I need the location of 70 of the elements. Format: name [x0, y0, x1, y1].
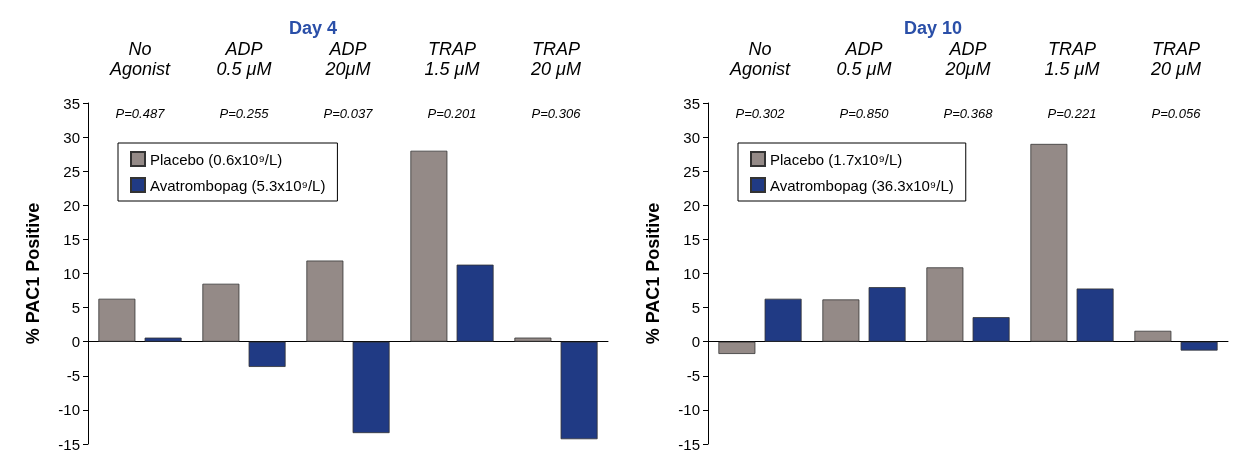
- y-tick-label: -10: [678, 401, 700, 419]
- annotation: P=0.487: [115, 106, 166, 121]
- legend-label: Placebo (0.6x10⁹/L): [150, 150, 283, 168]
- x-tick-label: TRAP 20 μM: [1150, 39, 1201, 79]
- bar: [868, 287, 906, 342]
- bar: [410, 150, 448, 342]
- x-tick-label: ADP 0.5 μM: [836, 39, 892, 79]
- bar: [764, 298, 802, 342]
- y-tick-label: 5: [71, 299, 80, 317]
- y-tick-label: 20: [683, 196, 700, 214]
- y-tick-label: 0: [691, 333, 700, 351]
- bar: [1030, 143, 1068, 342]
- x-tick-label: TRAP 1.5 μM: [424, 39, 480, 79]
- annotation: P=0.056: [1151, 106, 1202, 121]
- y-tick-label: -10: [58, 401, 80, 419]
- bar: [560, 341, 598, 440]
- y-tick-label: 5: [691, 299, 700, 317]
- annotation: P=0.221: [1047, 106, 1097, 121]
- y-tick-label: 30: [63, 128, 80, 146]
- chart-title: Day 10: [903, 18, 963, 38]
- y-tick-label: 25: [63, 162, 80, 180]
- x-tick-label: ADP 0.5 μM: [216, 39, 272, 79]
- y-tick-label: 15: [63, 230, 80, 248]
- annotation: P=0.302: [735, 106, 786, 121]
- annotation: P=0.255: [219, 106, 270, 121]
- legend-label: Avatrombopag (5.3x10⁹/L): [150, 176, 326, 194]
- bar: [1134, 330, 1172, 342]
- bar: [822, 299, 860, 342]
- y-tick-label: -5: [66, 367, 80, 385]
- chart-title: Day 4: [288, 18, 338, 38]
- bar: [456, 264, 494, 342]
- legend-label: Placebo (1.7x10⁹/L): [770, 150, 903, 168]
- y-tick-label: 10: [683, 265, 700, 282]
- y-tick-label: 0: [71, 333, 80, 351]
- x-tick-label: No Agonist: [728, 39, 792, 79]
- bar: [514, 337, 552, 342]
- bar: [718, 341, 756, 354]
- annotation: P=0.037: [323, 106, 374, 121]
- y-axis-title: % PAC1 Positive: [23, 202, 43, 345]
- annotation: P=0.201: [427, 106, 477, 121]
- bar: [144, 337, 182, 342]
- bar: [98, 298, 136, 342]
- y-tick-label: -15: [58, 435, 80, 453]
- y-tick-label: 35: [63, 94, 80, 112]
- y-tick-label: -5: [686, 367, 700, 385]
- y-tick-label: 10: [63, 265, 80, 282]
- y-tick-label: 20: [63, 196, 80, 214]
- bar: [352, 341, 390, 434]
- x-tick-label: No Agonist: [108, 39, 172, 79]
- legend-label: Avatrombopag (36.3x10⁹/L): [770, 176, 954, 194]
- x-tick-label: TRAP 1.5 μM: [1044, 39, 1100, 79]
- y-tick-label: -15: [678, 435, 700, 453]
- x-tick-label: ADP 20μM: [324, 39, 371, 79]
- bar: [972, 317, 1010, 342]
- bar: [1076, 288, 1114, 342]
- bar: [202, 283, 240, 342]
- x-tick-label: ADP 20μM: [944, 39, 991, 79]
- y-tick-label: 25: [683, 162, 700, 180]
- y-axis-title: % PAC1 Positive: [643, 202, 663, 345]
- y-tick-label: 15: [683, 230, 700, 248]
- bar: [306, 260, 344, 342]
- annotation: P=0.306: [531, 106, 582, 121]
- x-tick-label: TRAP 20 μM: [530, 39, 581, 79]
- bar: [248, 341, 286, 367]
- y-tick-label: 35: [683, 94, 700, 112]
- bar: [926, 267, 964, 342]
- annotation: P=0.368: [943, 106, 994, 121]
- bar: [1180, 341, 1218, 351]
- annotation: P=0.850: [839, 106, 890, 121]
- y-tick-label: 30: [683, 128, 700, 146]
